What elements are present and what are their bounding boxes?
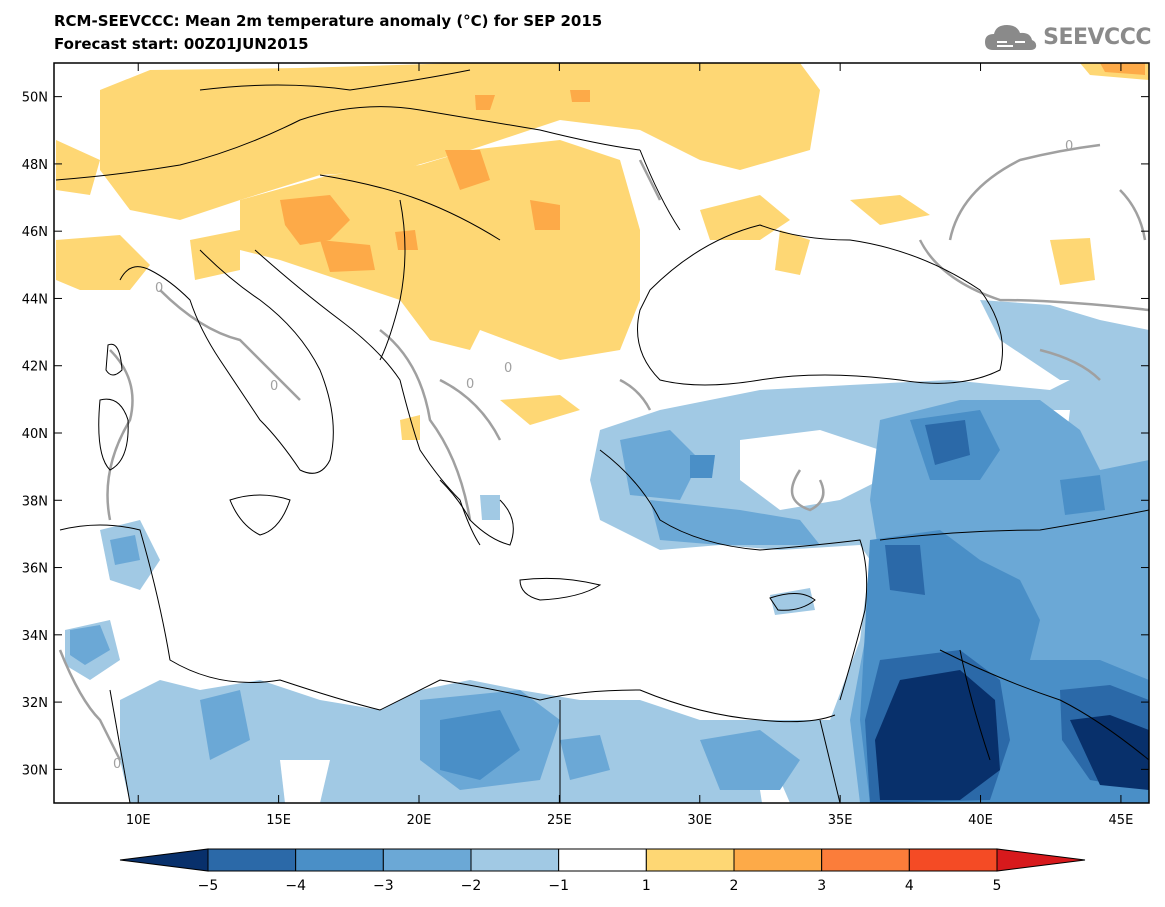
forecast-start-label: Forecast start: 00Z01JUN2015 (54, 35, 309, 53)
colorbar: −5 −4 −3 −2 −1 1 2 3 4 5 (119, 848, 1086, 894)
contour-label: 0 (504, 361, 512, 376)
contour-label: 0 (270, 379, 278, 394)
longitude-axis: 10E 15E 20E 25E 30E 35E 40E 45E (126, 63, 1133, 828)
lon-tick-label: 15E (266, 813, 291, 828)
colorbar-box (382, 848, 472, 872)
lon-tick-label: 30E (687, 813, 712, 828)
warm-anomaly-fill-2 (280, 63, 1145, 272)
cold-anomaly-fill-5 (875, 670, 1149, 800)
lon-tick-label: 25E (547, 813, 572, 828)
cloud-icon (985, 25, 1037, 50)
latitude-axis: 50N 48N 46N 44N 42N 40N 38N 36N 34N 32N 30N (22, 91, 1149, 778)
map-title: RCM-SEEVCCC: Mean 2m temperature anomaly… (54, 12, 603, 30)
lon-tick-label: 45E (1109, 813, 1134, 828)
contour-label: 0 (113, 757, 121, 772)
colorbar-label: −4 (285, 878, 306, 894)
colorbar-max-triangle (996, 848, 1086, 872)
warm-anomaly-fill (56, 63, 1149, 440)
lat-tick-label: 34N (22, 629, 48, 644)
lat-tick-label: 36N (22, 562, 48, 577)
contour-label: 0 (466, 377, 474, 392)
colorbar-box (821, 848, 910, 872)
colorbar-box (207, 848, 297, 872)
colorbar-label: 3 (817, 878, 826, 894)
lat-tick-label: 48N (22, 158, 48, 173)
colorbar-box (470, 848, 560, 872)
lat-tick-label: 30N (22, 763, 48, 778)
colorbar-label: −1 (548, 878, 569, 894)
map-content (54, 63, 1149, 803)
coastlines (55, 69, 1149, 803)
colorbar-label: −2 (461, 878, 482, 894)
lon-tick-label: 20E (407, 813, 432, 828)
lat-tick-label: 50N (22, 91, 48, 106)
zero-contours (58, 143, 1149, 761)
seevccc-logo: SEEVCCC (983, 20, 1151, 54)
lat-tick-label: 32N (22, 696, 48, 711)
lat-tick-label: 46N (22, 225, 48, 240)
contour-labels: 0 0 0 0 0 0 (113, 139, 1073, 772)
contour-label: 0 (1065, 139, 1073, 154)
colorbar-box (908, 848, 998, 872)
colorbar-box (733, 848, 823, 872)
colorbar-box (645, 848, 735, 872)
colorbar-label: −5 (198, 878, 219, 894)
logo-text: SEEVCCC (1043, 24, 1151, 50)
lat-tick-label: 40N (22, 427, 48, 442)
colorbar-label: 4 (905, 878, 914, 894)
contour-label: 0 (155, 281, 163, 296)
lon-tick-label: 35E (828, 813, 853, 828)
colorbar-label: 2 (730, 878, 739, 894)
lat-tick-label: 44N (22, 292, 48, 307)
lat-tick-label: 42N (22, 360, 48, 375)
colorbar-box (558, 848, 647, 872)
colorbar-min-triangle (119, 848, 209, 872)
colorbar-box (295, 848, 384, 872)
lon-tick-label: 10E (126, 813, 151, 828)
colorbar-label: 5 (993, 878, 1002, 894)
lon-tick-label: 40E (968, 813, 993, 828)
colorbar-label: −3 (373, 878, 394, 894)
colorbar-label: 1 (642, 878, 651, 894)
lat-tick-label: 38N (22, 494, 48, 509)
